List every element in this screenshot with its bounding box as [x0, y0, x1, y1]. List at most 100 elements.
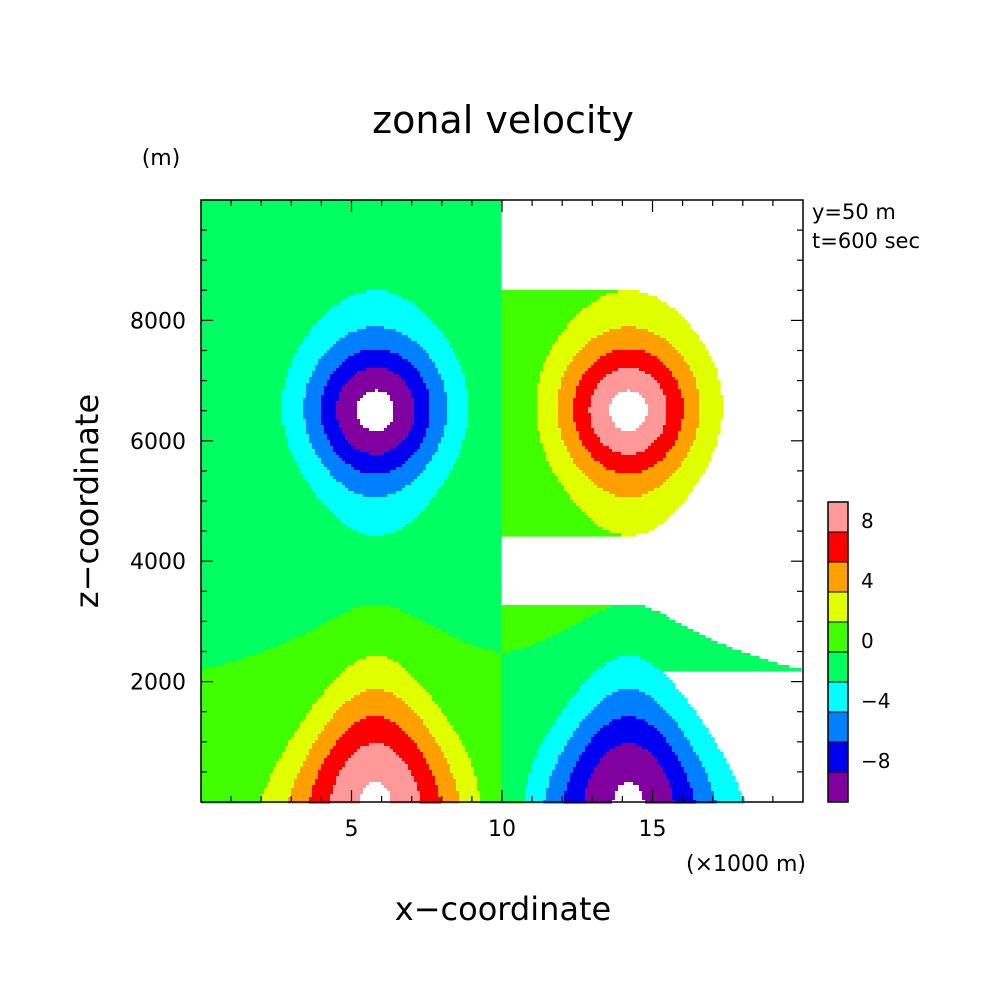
contour-band	[303, 416, 322, 420]
contour-band	[363, 788, 388, 792]
contour-band	[438, 443, 463, 447]
contour-band	[201, 350, 298, 354]
contour-band	[543, 443, 565, 447]
contour-band	[201, 263, 502, 267]
x-tick-label: 10	[488, 817, 516, 842]
contour-band	[609, 404, 649, 408]
contour-band	[666, 737, 688, 741]
contour-band	[201, 311, 328, 315]
contour-band	[501, 650, 511, 654]
contour-band	[681, 419, 700, 423]
contour-band	[573, 770, 595, 774]
contour-band	[201, 740, 289, 744]
contour-band	[648, 413, 667, 417]
contour-band	[201, 785, 268, 789]
contour-band	[201, 668, 205, 672]
contour-band	[666, 773, 688, 777]
contour-band	[327, 722, 355, 726]
contour-band	[582, 440, 601, 444]
contour-band	[582, 347, 676, 351]
contour-band	[201, 719, 304, 723]
contour-band	[201, 569, 502, 573]
contour-band	[201, 623, 322, 627]
contour-band	[438, 449, 460, 453]
contour-band	[444, 335, 502, 339]
contour-band	[309, 437, 328, 441]
contour-band	[324, 758, 349, 762]
contour-band	[591, 479, 667, 483]
contour-band	[438, 491, 502, 495]
contour-band	[201, 629, 313, 633]
contour-band	[537, 425, 559, 429]
contour-band	[201, 221, 502, 225]
contour-band	[348, 380, 406, 384]
contour-band	[558, 761, 577, 765]
contour-band	[201, 767, 274, 771]
contour-band	[501, 419, 538, 423]
contour-band	[591, 455, 667, 459]
contour-band	[303, 338, 340, 342]
contour-band	[393, 419, 415, 423]
contour-band	[675, 377, 697, 381]
contour-band	[201, 305, 334, 309]
contour-band	[354, 752, 397, 756]
contour-band	[417, 788, 439, 792]
contour-band	[429, 416, 448, 420]
contour-band	[645, 371, 673, 375]
contour-band	[276, 761, 304, 765]
contour-band	[582, 470, 616, 474]
contour-band	[441, 710, 502, 714]
contour-band	[501, 758, 535, 762]
contour-band	[201, 359, 292, 363]
contour-band	[678, 467, 706, 471]
contour-band	[663, 389, 682, 393]
contour-band	[447, 422, 469, 426]
contour-band	[579, 380, 601, 384]
contour-band	[450, 770, 475, 774]
contour-band	[201, 596, 502, 600]
contour-band	[357, 410, 394, 414]
contour-band	[606, 752, 652, 756]
contour-band	[351, 698, 403, 702]
contour-band	[414, 365, 436, 369]
contour-band	[201, 443, 289, 447]
contour-band	[678, 386, 697, 390]
contour-band	[678, 755, 700, 759]
contour-band	[279, 644, 475, 648]
contour-band	[501, 416, 538, 420]
contour-band	[291, 452, 316, 456]
contour-band	[501, 524, 598, 528]
contour-band	[300, 344, 334, 348]
contour-band	[501, 773, 529, 777]
contour-band	[609, 329, 649, 333]
contour-band	[414, 779, 436, 783]
contour-band	[606, 695, 652, 699]
contour-band	[465, 437, 502, 441]
contour-band	[333, 371, 358, 375]
contour-band	[351, 608, 400, 612]
contour-band	[330, 377, 352, 381]
contour-band	[441, 746, 466, 750]
contour-band	[561, 383, 580, 387]
contour-band	[609, 491, 649, 495]
contour-band	[564, 371, 586, 375]
contour-band	[639, 656, 760, 660]
contour-band	[423, 752, 445, 756]
contour-band	[561, 752, 583, 756]
contour-band	[318, 626, 436, 630]
contour-band	[456, 461, 502, 465]
contour-band	[201, 659, 238, 663]
contour-band	[333, 446, 355, 450]
contour-band	[501, 302, 592, 306]
contour-band	[501, 449, 544, 453]
contour-band	[651, 374, 673, 378]
contour-band	[666, 410, 685, 414]
contour-band	[201, 551, 502, 555]
contour-band	[201, 791, 265, 795]
contour-band	[348, 665, 403, 669]
contour-band	[645, 659, 769, 663]
contour-band	[537, 428, 562, 432]
contour-band	[303, 407, 322, 411]
contour-band	[588, 368, 619, 372]
